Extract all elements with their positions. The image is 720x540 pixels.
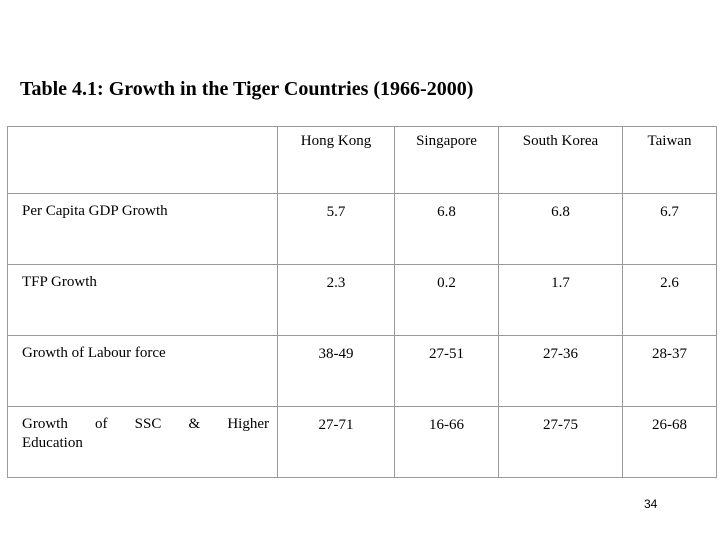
header-empty-cell xyxy=(7,126,278,194)
column-header-taiwan: Taiwan xyxy=(622,126,717,194)
column-header-singapore: Singapore xyxy=(394,126,499,194)
table-cell: 6.8 xyxy=(498,193,623,265)
table-cell: 27-75 xyxy=(498,406,623,478)
table-row: Per Capita GDP Growth 5.7 6.8 6.8 6.7 xyxy=(7,193,717,265)
table-cell: 38-49 xyxy=(277,335,395,407)
header-row: Hong Kong Singapore South Korea Taiwan xyxy=(7,126,717,194)
row-label-line-1: Growth of SSC & Higher xyxy=(22,416,269,432)
row-label: TFP Growth xyxy=(7,264,278,336)
table-cell: 6.8 xyxy=(394,193,499,265)
table-title: Table 4.1: Growth in the Tiger Countries… xyxy=(20,78,474,100)
table-cell: 28-37 xyxy=(622,335,717,407)
row-label: Growth of SSC & Higher Education xyxy=(7,406,278,478)
row-label-line-2: Education xyxy=(22,435,83,451)
table-row: Growth of Labour force 38-49 27-51 27-36… xyxy=(7,335,717,407)
row-label: Growth of Labour force xyxy=(7,335,278,407)
table-row: TFP Growth 2.3 0.2 1.7 2.6 xyxy=(7,264,717,336)
table-cell: 6.7 xyxy=(622,193,717,265)
growth-table: Hong Kong Singapore South Korea Taiwan P… xyxy=(7,126,717,478)
table-cell: 5.7 xyxy=(277,193,395,265)
table-cell: 26-68 xyxy=(622,406,717,478)
row-label: Per Capita GDP Growth xyxy=(7,193,278,265)
table-cell: 0.2 xyxy=(394,264,499,336)
table-cell: 16-66 xyxy=(394,406,499,478)
table-cell: 27-51 xyxy=(394,335,499,407)
table-row: Growth of SSC & Higher Education 27-71 1… xyxy=(7,406,717,478)
table-cell: 27-36 xyxy=(498,335,623,407)
table-cell: 27-71 xyxy=(277,406,395,478)
column-header-hong-kong: Hong Kong xyxy=(277,126,395,194)
column-header-south-korea: South Korea xyxy=(498,126,623,194)
table-cell: 2.6 xyxy=(622,264,717,336)
table-cell: 1.7 xyxy=(498,264,623,336)
page-number: 34 xyxy=(644,497,658,511)
table-cell: 2.3 xyxy=(277,264,395,336)
